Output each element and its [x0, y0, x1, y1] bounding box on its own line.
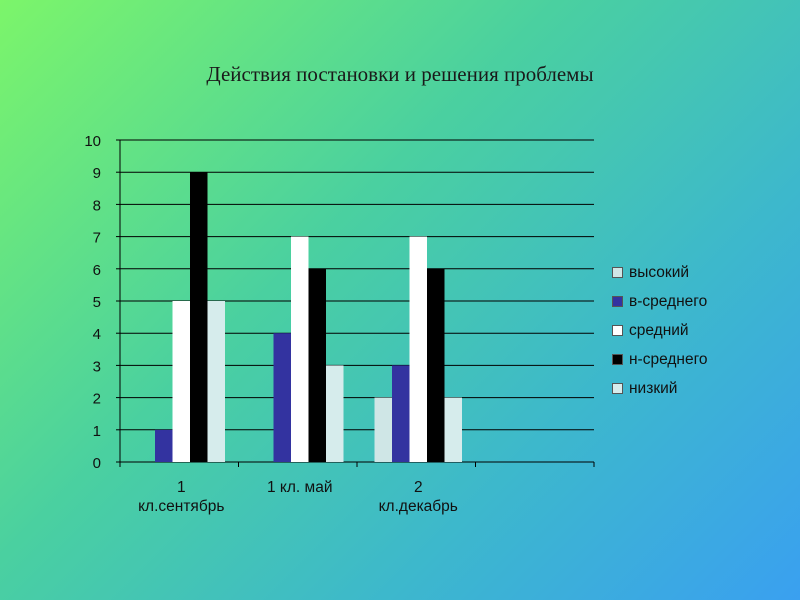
legend-swatch: [612, 325, 623, 336]
chart-title: Действия постановки и решения проблемы: [206, 62, 594, 86]
x-tick-label: 1: [177, 479, 186, 496]
bar: [308, 268, 326, 462]
legend-label: средний: [629, 321, 689, 339]
legend-item: н-среднего: [612, 345, 708, 374]
y-tick-label: 4: [93, 326, 101, 343]
bar: [374, 397, 392, 462]
bar: [273, 333, 291, 462]
bar: [444, 397, 462, 462]
legend-swatch: [612, 296, 623, 307]
legend-label: в-среднего: [629, 292, 708, 310]
bar: [326, 365, 344, 462]
y-tick-label: 3: [93, 358, 101, 375]
bar: [172, 301, 190, 462]
legend-item: высокий: [612, 258, 708, 287]
legend-label: низкий: [629, 379, 678, 397]
x-tick-label: кл.сентябрь: [138, 498, 224, 515]
x-tick-label: 2: [414, 479, 423, 496]
bar: [155, 429, 173, 462]
bar: [392, 365, 410, 462]
bar: [190, 172, 208, 462]
legend-label: высокий: [629, 263, 690, 281]
y-tick-label: 7: [93, 230, 101, 247]
legend-label: н-среднего: [629, 350, 708, 368]
legend-item: низкий: [612, 374, 708, 403]
x-tick-label: 1 кл. май: [267, 479, 332, 496]
legend-item: в-среднего: [612, 287, 708, 316]
legend-swatch: [612, 267, 623, 278]
y-tick-label: 10: [84, 133, 101, 150]
x-tick-label: кл.декабрь: [379, 498, 458, 515]
y-tick-label: 9: [93, 165, 101, 182]
chart-legend: высокий в-среднего средний н-среднего низкий: [612, 258, 708, 403]
legend-swatch: [612, 383, 623, 394]
y-tick-label: 6: [93, 262, 101, 279]
bar: [291, 236, 309, 462]
bar: [427, 268, 445, 462]
y-tick-label: 8: [93, 197, 101, 214]
legend-swatch: [612, 354, 623, 365]
y-tick-label: 2: [93, 391, 101, 408]
bar: [409, 236, 427, 462]
legend-item: средний: [612, 316, 708, 345]
bar: [207, 301, 225, 462]
y-tick-label: 5: [93, 294, 101, 311]
y-tick-label: 0: [93, 455, 101, 472]
y-tick-label: 1: [93, 423, 101, 440]
